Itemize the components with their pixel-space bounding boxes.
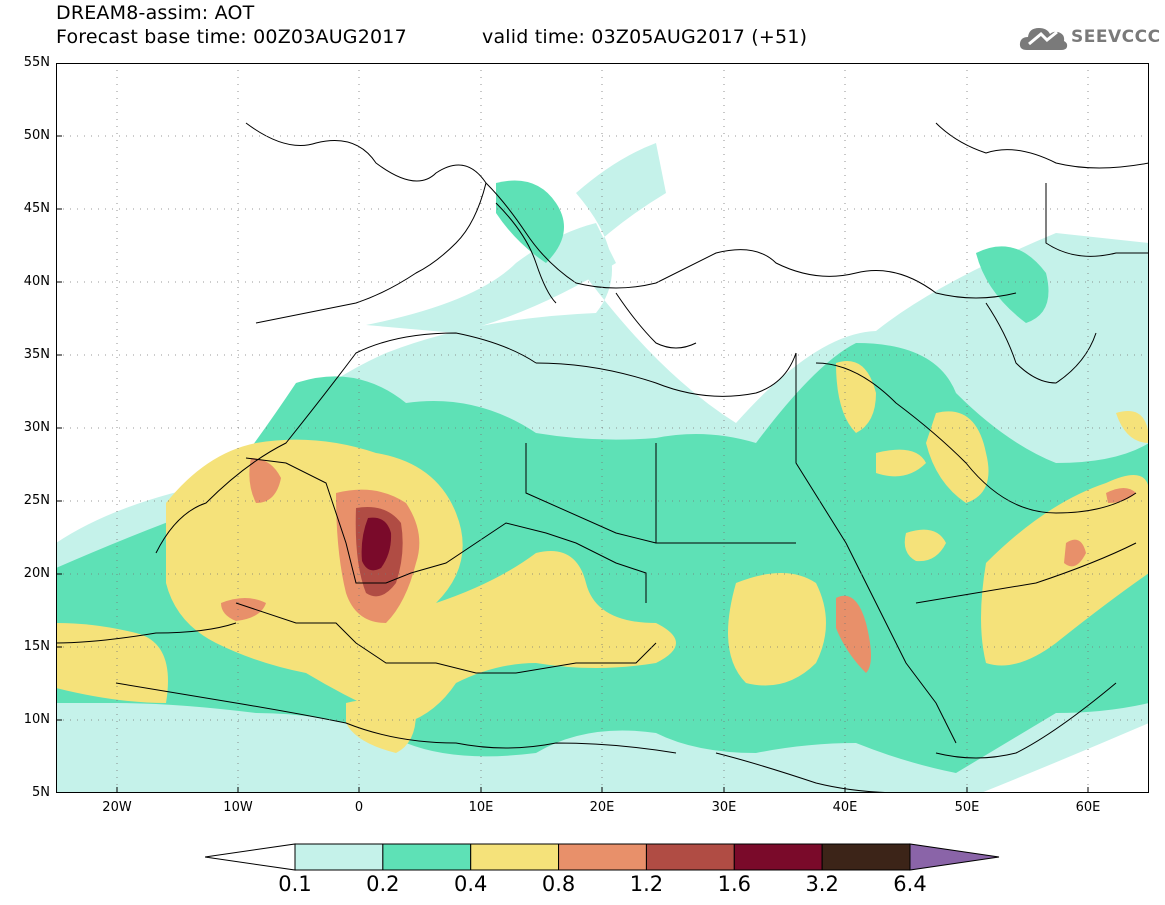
colorbar-low-triangle [205, 843, 296, 871]
colorbar-swatch [733, 843, 823, 871]
lon-label: 10E [468, 800, 494, 815]
lat-label: 20N [23, 566, 50, 581]
grid [56, 63, 1149, 793]
aot-band-1.6 [361, 517, 392, 571]
lat-label: 5N [32, 785, 50, 800]
lon-label: 0 [354, 800, 364, 815]
aot-map [56, 63, 1149, 793]
lat-label: 25N [23, 493, 50, 508]
lon-label: 10W [223, 800, 253, 815]
colorbar-high-triangle [909, 843, 1000, 871]
colorbar-label: 0.8 [541, 872, 576, 896]
aot-band-0.4 [56, 361, 1149, 753]
colorbar-label: 3.2 [805, 872, 839, 896]
cloud-icon [1019, 28, 1068, 50]
colorbar-swatch [382, 843, 472, 871]
logo-text: SEEVCCC [1071, 27, 1161, 47]
lat-label: 40N [23, 274, 50, 289]
colorbar-label: 6.4 [893, 872, 927, 896]
colorbar-label: 0.4 [454, 872, 488, 896]
lon-label: 50E [954, 800, 980, 815]
lat-label: 35N [23, 347, 50, 362]
forecast-base-time: Forecast base time: 00Z03AUG2017 [56, 26, 407, 48]
colorbar-swatch [821, 843, 911, 871]
seevccc-logo: SEEVCCC [1017, 18, 1160, 58]
map-title: DREAM8-assim: AOT [56, 2, 255, 24]
ticks [56, 135, 1089, 793]
lon-label: 30E [711, 800, 737, 815]
lon-label: 20E [589, 800, 615, 815]
lat-label: 45N [23, 201, 50, 216]
colorbar-swatch [558, 843, 647, 871]
lon-label: 40E [832, 800, 858, 815]
colorbar [205, 843, 1000, 871]
lat-label: 50N [23, 128, 50, 143]
coastlines [56, 122, 1149, 793]
forecast-line: Forecast base time: 00Z03AUG2017 valid ti… [56, 26, 807, 48]
colorbar-label: 0.1 [278, 872, 312, 896]
lat-label: 10N [23, 712, 50, 727]
colorbar-label: 0.2 [366, 872, 400, 896]
lat-label: 15N [23, 639, 50, 654]
lon-label: 60E [1075, 800, 1101, 815]
colorbar-label: 1.6 [717, 872, 751, 896]
lon-label: 20W [102, 800, 132, 815]
lat-label: 55N [23, 55, 50, 70]
colorbar-swatch [645, 843, 735, 871]
valid-time: valid time: 03Z05AUG2017 (+51) [482, 26, 808, 48]
lat-label: 30N [23, 420, 50, 435]
colorbar-swatch [470, 843, 560, 871]
colorbar-label: 1.2 [629, 872, 664, 896]
colorbar-swatch [294, 843, 384, 871]
